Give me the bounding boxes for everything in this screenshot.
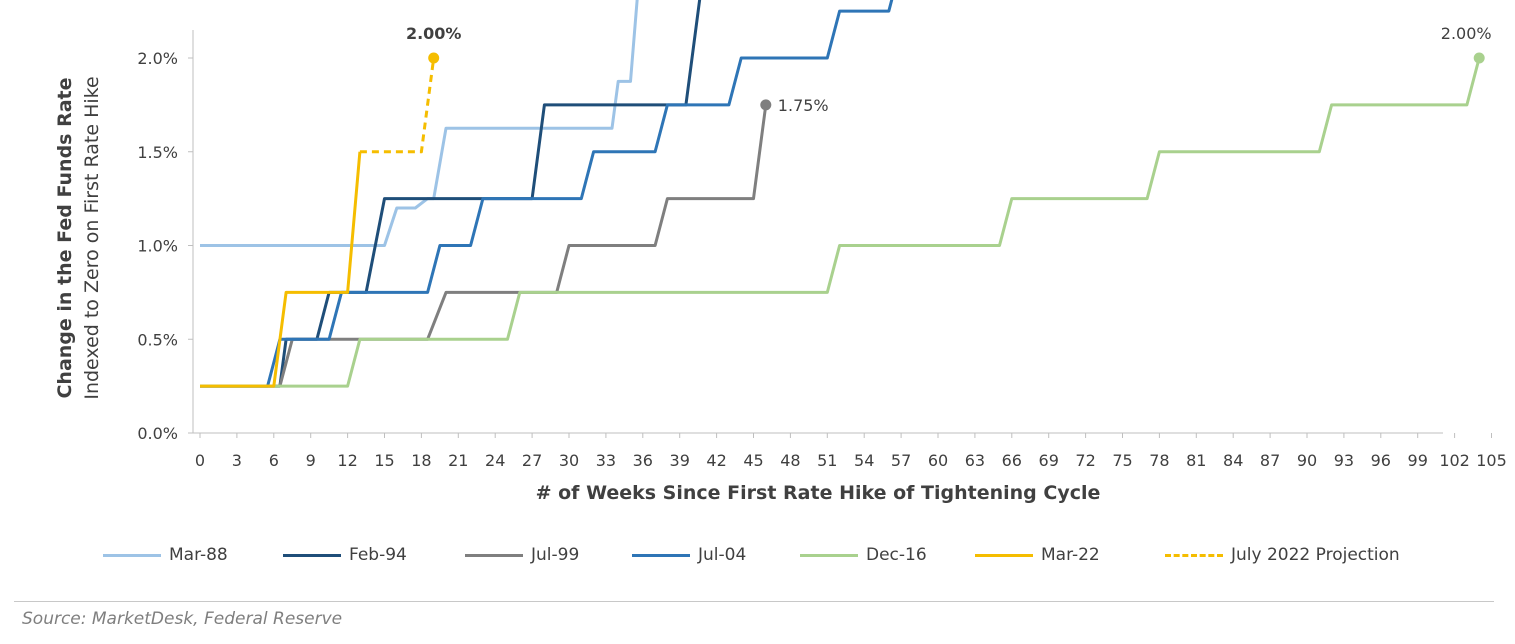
x-tick-label: 15	[374, 451, 394, 470]
x-tick-label: 18	[411, 451, 431, 470]
x-tick-label: 12	[337, 451, 357, 470]
legend-swatch	[103, 553, 161, 557]
x-axis-title: # of Weeks Since First Rate Hike of Tigh…	[536, 482, 1101, 504]
x-tick-label: 96	[1371, 451, 1391, 470]
legend-item-mar-88: Mar-88	[103, 542, 228, 568]
legend-item-jul-99: Jul-99	[465, 542, 579, 568]
legend-swatch	[283, 553, 341, 557]
x-tick-label: 0	[195, 451, 205, 470]
legend-label: Feb-94	[349, 545, 407, 565]
source-note: Source: MarketDesk, Federal Reserve	[22, 609, 343, 629]
y-tick-label: 0.0%	[137, 424, 178, 443]
y-axis-title: Indexed to Zero on First Rate Hike	[81, 76, 103, 399]
end-marker-july-2022-projection	[428, 52, 440, 64]
y-tick-label: 1.5%	[137, 143, 178, 162]
x-tick-label: 90	[1297, 451, 1317, 470]
legend-label: Mar-88	[169, 545, 228, 565]
end-label-july-2022-projection: 2.00%	[406, 24, 462, 43]
x-tick-label: 27	[522, 451, 542, 470]
x-tick-label: 24	[485, 451, 505, 470]
x-tick-label: 51	[817, 451, 837, 470]
chart: 0.0%0.5%1.0%1.5%2.0%2.5%3.0%3.5%4.0%0369…	[54, 0, 1507, 504]
x-tick-label: 39	[670, 451, 690, 470]
legend-item-mar-22: Mar-22	[975, 542, 1100, 568]
y-tick-label: 2.0%	[137, 49, 178, 68]
x-tick-label: 99	[1408, 451, 1428, 470]
x-tick-label: 72	[1075, 451, 1095, 470]
legend-label: Mar-22	[1041, 545, 1100, 565]
end-marker-jul-99	[760, 99, 772, 111]
legend-swatch	[465, 553, 523, 557]
x-tick-label: 102	[1439, 451, 1470, 470]
series-layer	[200, 0, 1481, 388]
x-tick-label: 9	[306, 451, 316, 470]
x-tick-label: 87	[1260, 451, 1280, 470]
divider	[14, 601, 1494, 602]
x-tick-label: 105	[1476, 451, 1507, 470]
legend-item-jul-04: Jul-04	[632, 542, 746, 568]
x-tick-label: 30	[559, 451, 579, 470]
legend: Mar-88 Feb-94 Jul-99 Jul-04 Dec-16 Mar-22 July…	[0, 542, 1515, 568]
series-line-july-2022-projection	[359, 57, 436, 154]
x-tick-label: 48	[780, 451, 800, 470]
legend-label: Jul-04	[698, 545, 747, 565]
y-tick-label: 0.5%	[137, 330, 178, 349]
series-line-dec-16	[200, 57, 1481, 388]
x-tick-label: 36	[633, 451, 653, 470]
x-tick-label: 93	[1334, 451, 1354, 470]
x-tick-label: 21	[448, 451, 468, 470]
x-tick-label: 75	[1112, 451, 1132, 470]
series-line-mar-88	[200, 0, 639, 247]
y-axis-title-bold: Change in the Fed Funds Rate	[54, 77, 76, 398]
legend-label: July 2022 Projection	[1231, 545, 1400, 565]
axes: 0.0%0.5%1.0%1.5%2.0%2.5%3.0%3.5%4.0%0369…	[137, 30, 1507, 470]
legend-swatch	[1165, 553, 1223, 557]
x-tick-label: 42	[706, 451, 726, 470]
legend-swatch	[632, 553, 690, 557]
legend-item-july-2022-projection: July 2022 Projection	[1165, 542, 1400, 568]
end-labels: 3.25%3.00%1.75%4.25%2.00%2.00%	[406, 24, 1492, 115]
x-tick-label: 57	[891, 451, 911, 470]
series-line-jul-04	[200, 0, 894, 388]
x-tick-label: 45	[743, 451, 763, 470]
x-tick-label: 81	[1186, 451, 1206, 470]
x-tick-label: 33	[596, 451, 616, 470]
x-tick-label: 69	[1039, 451, 1059, 470]
x-tick-label: 66	[1002, 451, 1022, 470]
x-tick-label: 6	[269, 451, 279, 470]
x-tick-label: 84	[1223, 451, 1243, 470]
end-label-dec-16: 2.00%	[1441, 24, 1492, 43]
legend-label: Jul-99	[531, 545, 580, 565]
end-label-jul-99: 1.75%	[778, 96, 829, 115]
y-tick-label: 1.0%	[137, 237, 178, 256]
end-marker-dec-16	[1473, 52, 1485, 64]
legend-label: Dec-16	[866, 545, 927, 565]
x-tick-label: 78	[1149, 451, 1169, 470]
legend-swatch	[975, 553, 1033, 557]
legend-item-feb-94: Feb-94	[283, 542, 407, 568]
x-tick-label: 54	[854, 451, 874, 470]
x-tick-label: 60	[928, 451, 948, 470]
x-tick-label: 63	[965, 451, 985, 470]
legend-item-dec-16: Dec-16	[800, 542, 927, 568]
legend-swatch	[800, 553, 858, 557]
x-tick-label: 3	[232, 451, 242, 470]
series-line-mar-22	[200, 151, 362, 388]
